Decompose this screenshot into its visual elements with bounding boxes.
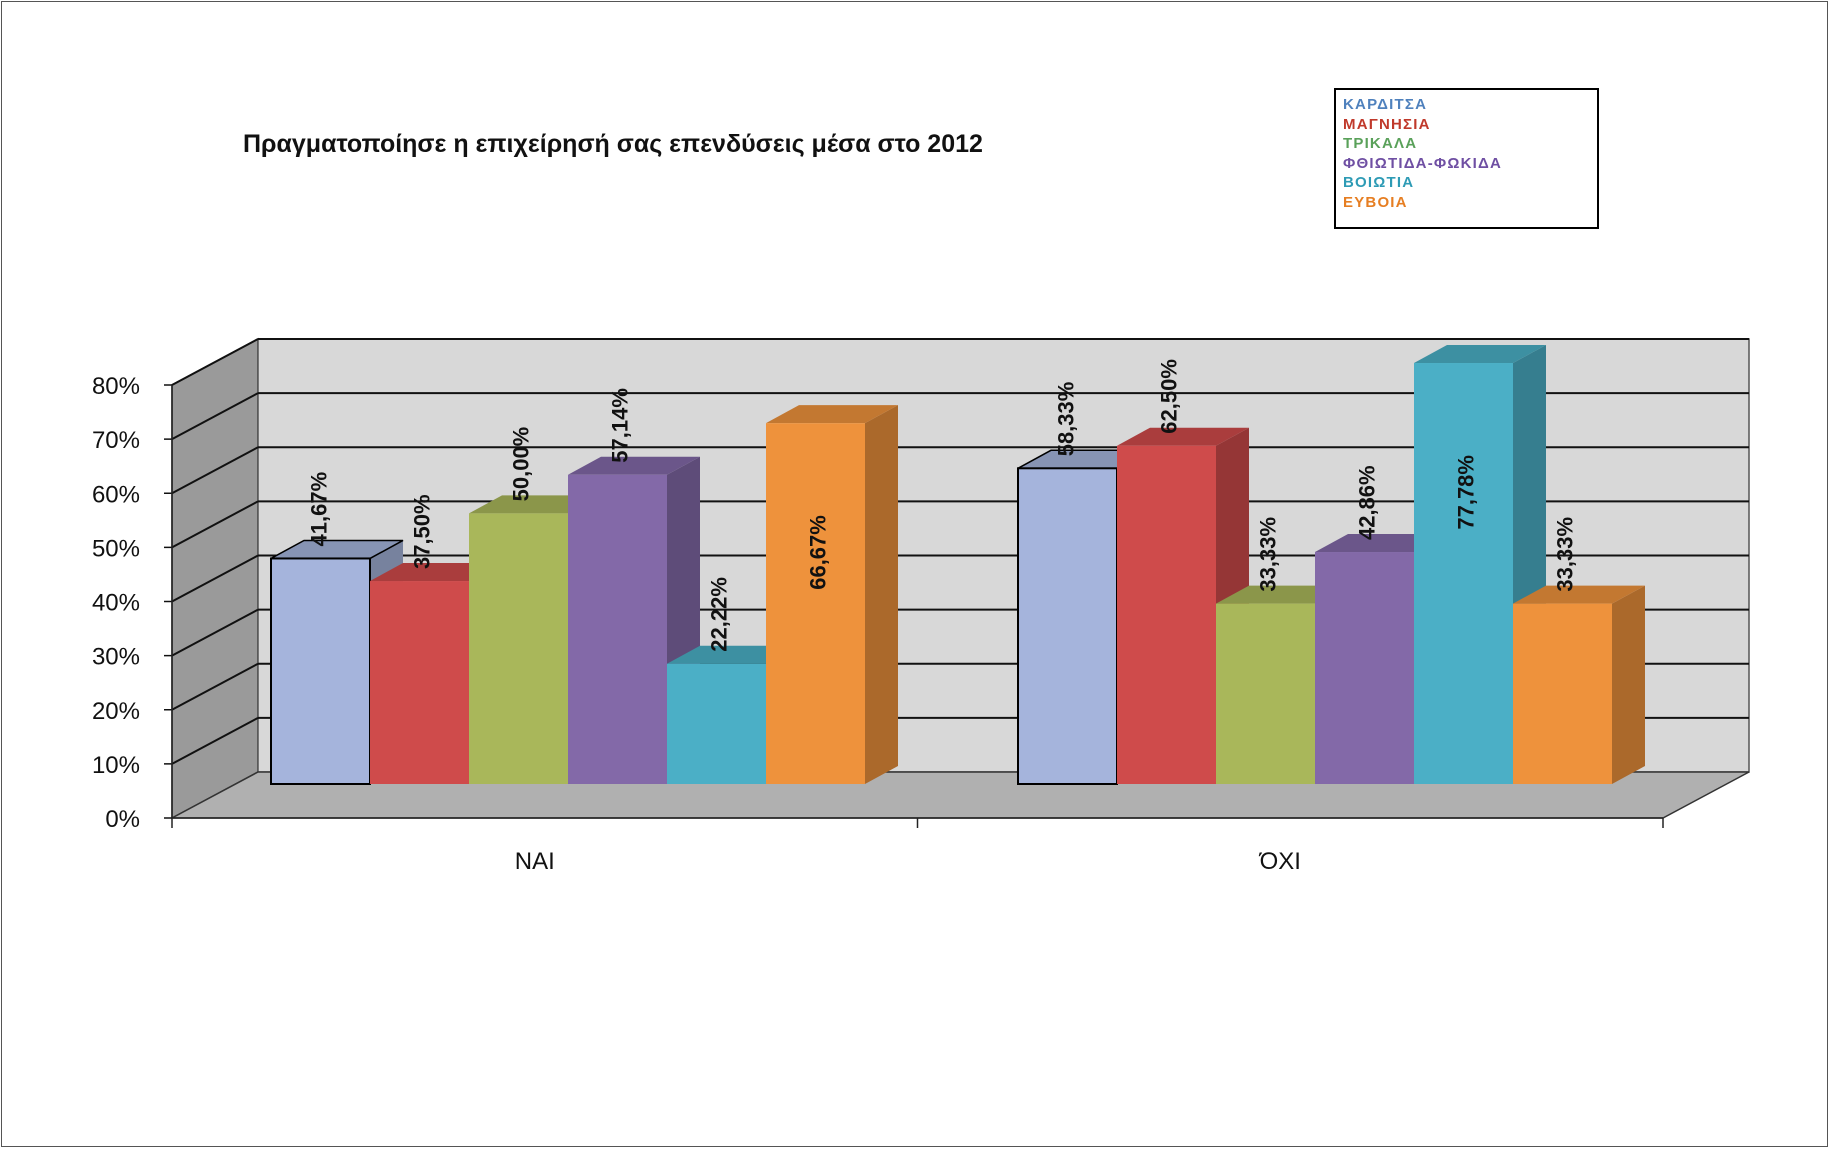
bars <box>270 345 1645 785</box>
data-label: 66,67% <box>806 515 831 590</box>
ytick-label: 80% <box>92 373 140 400</box>
bar-side <box>865 405 898 784</box>
legend-item: ΦΘΙΩΤΙΔΑ-ΦΩΚΙΔΑ <box>1343 154 1503 172</box>
ytick-label: 0% <box>105 806 140 833</box>
data-label: 41,67% <box>307 472 332 547</box>
ytick-label: 70% <box>92 427 140 454</box>
bar-front <box>568 474 667 784</box>
data-label: 33,33% <box>1553 517 1578 592</box>
bar-top <box>766 405 898 424</box>
bar-front <box>766 423 865 784</box>
gridline-side <box>171 608 259 657</box>
bar-front <box>1017 467 1118 785</box>
gridline-side <box>171 392 259 441</box>
bar-side <box>1612 585 1645 784</box>
ytick-label: 30% <box>92 644 140 671</box>
bar-front <box>469 513 568 784</box>
ytick-label: 10% <box>92 752 140 779</box>
bar-top <box>1414 345 1546 364</box>
ytick-label: 20% <box>92 698 140 725</box>
legend-item: ΜΑΓΝΗΣΙΑ <box>1343 115 1431 133</box>
legend-item: ΤΡΙΚΑΛΑ <box>1343 135 1418 152</box>
data-labels: 41,67% 37,50% 50,00% 57,14% 22,22% 66,67% 58,3… <box>307 359 1578 652</box>
data-label: 42,86% <box>1355 465 1380 540</box>
ytick-label: 60% <box>92 481 140 508</box>
legend: ΚΑΡΔΙΤΣΑ ΜΑΓΝΗΣΙΑ ΤΡΙΚΑΛΑ ΦΘΙΩΤΙΔΑ-ΦΩΚΙΔΑ ΒΟ… <box>1334 88 1599 229</box>
bar-top <box>568 456 700 475</box>
bar-front <box>1216 603 1315 784</box>
bar-top <box>1513 585 1645 604</box>
gridline-side <box>171 716 259 765</box>
bar <box>1513 585 1645 784</box>
bar <box>766 405 898 784</box>
bar-top <box>1117 427 1249 446</box>
data-label: 57,14% <box>608 388 633 463</box>
bar-front <box>1414 363 1513 784</box>
gridline-side <box>171 554 259 603</box>
legend-item: ΒΟΙΩΤΙΑ <box>1343 174 1415 191</box>
gridline-side <box>171 446 259 495</box>
data-label: 77,78% <box>1454 455 1479 530</box>
bar-front <box>370 581 469 784</box>
gridline-side <box>171 338 259 386</box>
ytick-label: 50% <box>92 535 140 562</box>
legend-item: ΚΑΡΔΙΤΣΑ <box>1343 96 1428 113</box>
data-label: 58,33% <box>1054 382 1079 457</box>
data-label: 33,33% <box>1256 517 1281 592</box>
data-label: 22,22% <box>707 577 732 652</box>
chart-title: Πραγματοποίησε η επιχείρησή σας επενδύσε… <box>243 130 983 158</box>
bar-front <box>270 557 371 785</box>
bar-front <box>1117 445 1216 784</box>
data-label: 37,50% <box>410 494 435 569</box>
bar-front <box>667 663 766 784</box>
bar-front <box>1315 552 1414 784</box>
xtick-label: ΝΑΙ <box>515 848 555 875</box>
data-label: 62,50% <box>1157 359 1182 434</box>
legend-item: ΕΥΒΟΙΑ <box>1343 193 1408 211</box>
gridline-side <box>171 662 259 711</box>
bar-front <box>1513 603 1612 784</box>
ytick-label: 40% <box>92 590 140 617</box>
xtick-label: ΌΧΙ <box>1259 848 1301 875</box>
bar <box>1017 449 1151 785</box>
data-label: 50,00% <box>509 427 534 502</box>
gridline-side <box>171 500 259 549</box>
